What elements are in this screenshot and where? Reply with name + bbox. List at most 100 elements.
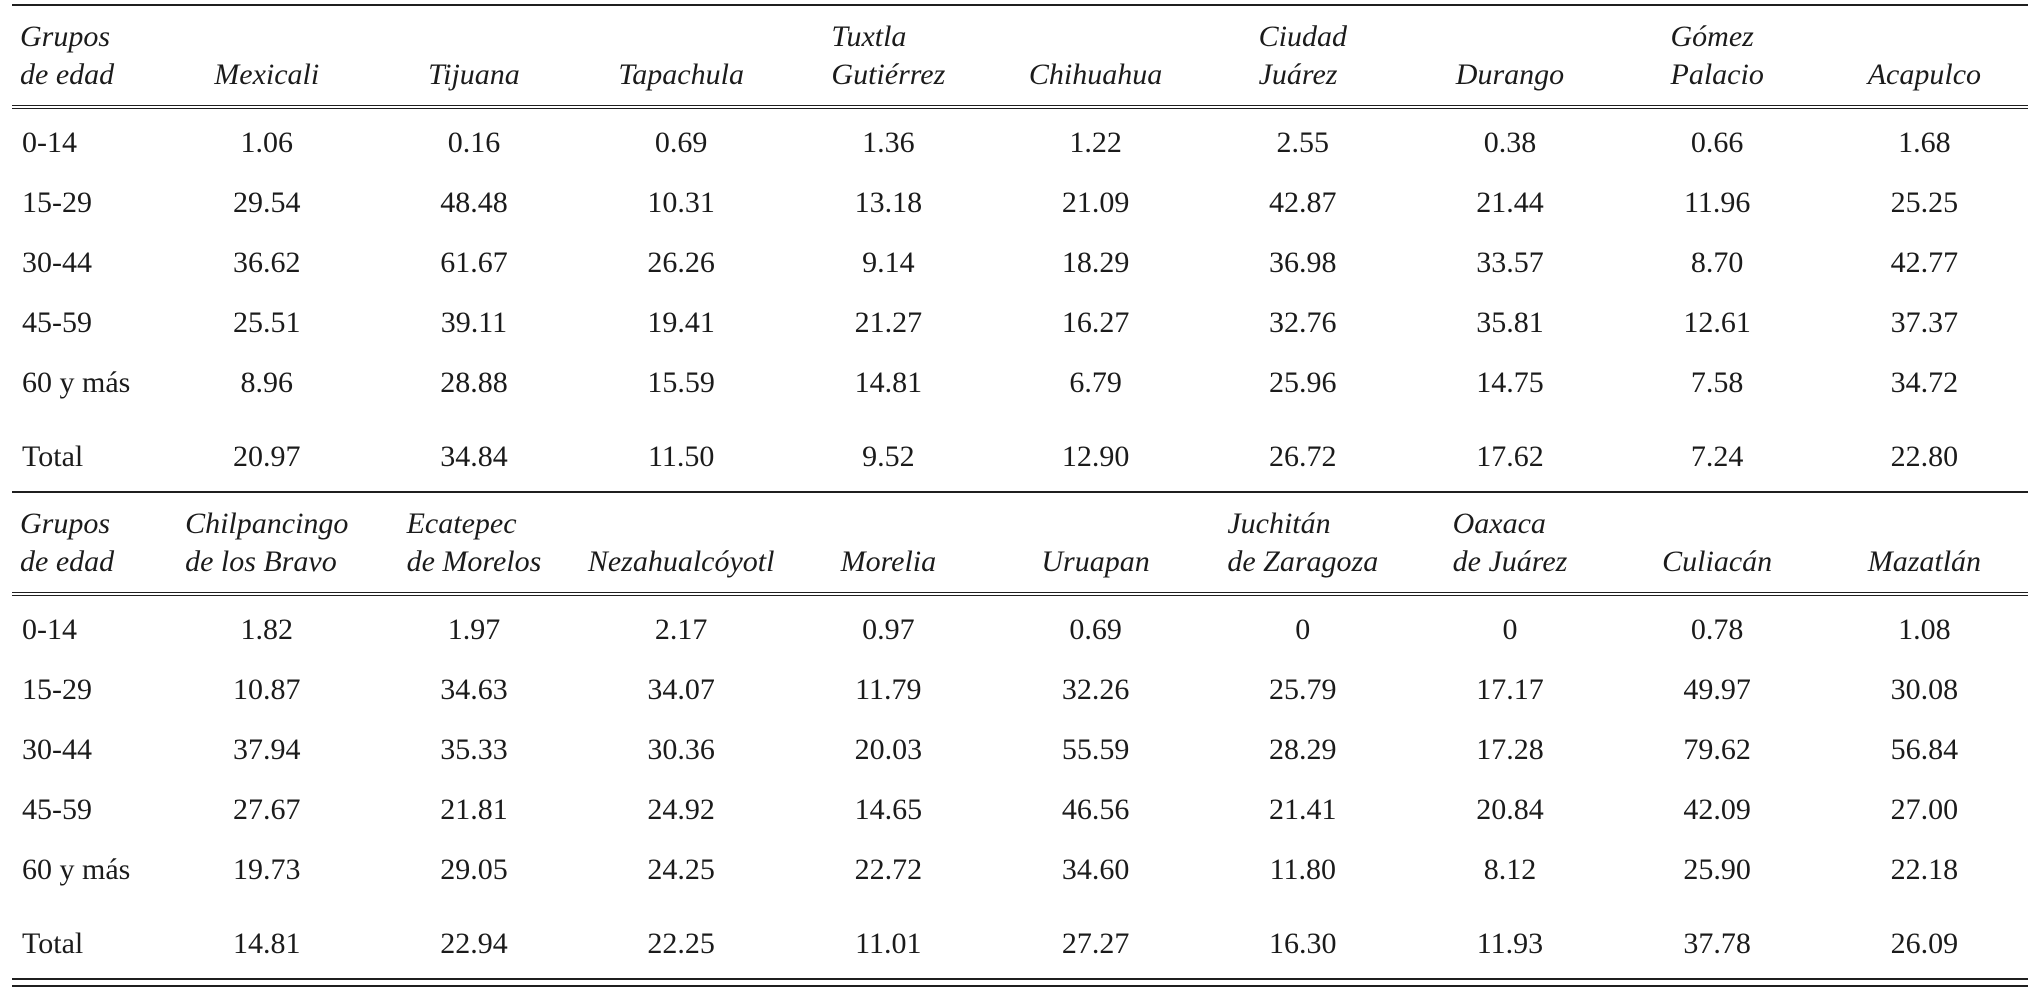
row-label: 30-44: [22, 246, 92, 279]
header-row: Grupos de edad Chilpancingo de los Bravo Eca…: [12, 493, 2028, 596]
row-label: 60 y más: [22, 853, 131, 886]
row-label: Total: [22, 440, 84, 473]
table-body: 0-14 1.06 0.16 0.69 1.36 1.22 2.55 0.38 0.66 1.68…: [12, 107, 2028, 492]
table-row: 60 y más 19.73 29.05 24.25 22.72 34.60 11.80 8.…: [12, 840, 2028, 900]
value-cell: 42.77: [1890, 246, 1959, 279]
city-column-header: Gómez Palacio: [1613, 5, 1821, 109]
column-header-label: Durango: [1455, 57, 1565, 91]
value-cell: 1.06: [240, 126, 294, 159]
value-cell: 0.69: [1069, 613, 1122, 646]
value-cell: 25.25: [1890, 186, 1959, 219]
value-cell: 27.27: [1061, 927, 1130, 960]
value-cell: 2.17: [654, 613, 708, 646]
city-column-header: Oaxaca de Juárez: [1406, 493, 1614, 596]
value-cell: 21.27: [854, 306, 923, 339]
city-column-header: Morelia: [784, 493, 992, 596]
value-cell: 26.72: [1269, 440, 1337, 473]
value-cell: 21.41: [1269, 793, 1337, 826]
value-cell: 20.97: [233, 440, 301, 473]
value-cell: 33.57: [1476, 246, 1544, 279]
value-cell: 22.18: [1890, 853, 1959, 886]
city-column-header: Nezahualcóyotl: [577, 493, 785, 596]
column-header-label: Gómez Palacio: [1670, 20, 1764, 91]
value-cell: 18.29: [1061, 246, 1130, 279]
value-cell: 14.75: [1476, 366, 1544, 399]
value-cell: 15.59: [647, 366, 715, 399]
value-cell: 9.14: [862, 246, 915, 279]
total-row: Total 14.81 22.94 22.25 11.01 27.27 16.30 11.93…: [12, 900, 2028, 978]
value-cell: 20.84: [1476, 793, 1544, 826]
value-cell: 22.80: [1890, 440, 1959, 473]
value-cell: 7.24: [1690, 440, 1744, 473]
city-column-header: Chihuahua: [991, 5, 1200, 109]
value-cell: 36.98: [1269, 246, 1337, 279]
value-cell: 25.96: [1269, 366, 1337, 399]
total-row: Total 20.97 34.84 11.50 9.52 12.90 26.72 17.62 7…: [12, 413, 2028, 492]
table-body: 0-14 1.82 1.97 2.17 0.97 0.69 0 0 0.78 1.08 15-29 1…: [12, 594, 2028, 978]
value-cell: 16.30: [1269, 927, 1337, 960]
value-cell: 10.87: [233, 673, 301, 706]
value-cell: 16.27: [1061, 306, 1130, 339]
value-cell: 34.72: [1890, 366, 1959, 399]
table-row: 30-44 36.62 61.67 26.26 9.14 18.29 36.98 33.57 8…: [12, 233, 2028, 293]
value-cell: 37.94: [233, 733, 301, 766]
value-cell: 37.37: [1890, 306, 1959, 339]
value-cell: 17.28: [1476, 733, 1544, 766]
header-row: Grupos de edad Mexicali Tijuana Tapachula Tux…: [12, 5, 2028, 109]
value-cell: 14.81: [233, 927, 301, 960]
table-header: Grupos de edad Chilpancingo de los Bravo Eca…: [12, 493, 2028, 596]
table-row: 0-14 1.82 1.97 2.17 0.97 0.69 0 0 0.78 1.08: [12, 594, 2028, 660]
value-cell: 0.66: [1690, 126, 1744, 159]
city-column-header: Uruapan: [991, 493, 1200, 596]
value-cell: 55.59: [1061, 733, 1130, 766]
column-header-label: Nezahualcóyotl: [587, 544, 775, 578]
value-cell: 42.87: [1269, 186, 1337, 219]
value-cell: 14.81: [854, 366, 923, 399]
city-column-header: Mexicali: [163, 5, 371, 109]
row-label: Total: [22, 927, 84, 960]
value-cell: 0: [1502, 613, 1518, 646]
row-label: 0-14: [22, 126, 77, 159]
column-header-label: Oaxaca de Juárez: [1452, 507, 1568, 578]
value-cell: 79.62: [1683, 733, 1751, 766]
value-cell: 1.82: [240, 613, 294, 646]
city-column-header: Ciudad Juárez: [1199, 5, 1407, 109]
value-cell: 56.84: [1890, 733, 1959, 766]
value-cell: 14.65: [854, 793, 923, 826]
value-cell: 48.48: [440, 186, 508, 219]
value-cell: 61.67: [440, 246, 508, 279]
value-cell: 29.05: [440, 853, 508, 886]
city-column-header: Tijuana: [370, 5, 578, 109]
value-cell: 1.22: [1069, 126, 1122, 159]
value-cell: 34.07: [647, 673, 715, 706]
value-cell: 26.26: [647, 246, 715, 279]
value-cell: 19.41: [647, 306, 715, 339]
value-cell: 34.60: [1061, 853, 1130, 886]
value-cell: 39.11: [440, 306, 508, 339]
value-cell: 24.25: [647, 853, 715, 886]
city-column-header: Durango: [1406, 5, 1614, 109]
table-row: 0-14 1.06 0.16 0.69 1.36 1.22 2.55 0.38 0.66 1.68: [12, 107, 2028, 173]
table-row: 45-59 27.67 21.81 24.92 14.65 46.56 21.41 20.84…: [12, 780, 2028, 840]
value-cell: 17.62: [1476, 440, 1544, 473]
value-cell: 0.69: [654, 126, 708, 159]
value-cell: 36.62: [233, 246, 301, 279]
column-header-label: Tijuana: [428, 57, 520, 91]
value-cell: 30.36: [647, 733, 715, 766]
row-label: 45-59: [22, 306, 92, 339]
value-cell: 28.88: [440, 366, 508, 399]
value-cell: 28.29: [1269, 733, 1337, 766]
value-cell: 0.97: [862, 613, 915, 646]
value-cell: 2.55: [1276, 126, 1330, 159]
column-header-label: Acapulco: [1867, 57, 1982, 91]
value-cell: 11.79: [855, 673, 922, 706]
value-cell: 0.16: [447, 126, 501, 159]
value-cell: 10.31: [647, 186, 715, 219]
value-cell: 26.09: [1890, 927, 1959, 960]
value-cell: 9.52: [862, 440, 915, 473]
row-label: 45-59: [22, 793, 92, 826]
value-cell: 20.03: [854, 733, 923, 766]
value-cell: 1.68: [1898, 126, 1951, 159]
city-column-header: Mazatlán: [1820, 493, 2028, 596]
value-cell: 21.81: [440, 793, 508, 826]
